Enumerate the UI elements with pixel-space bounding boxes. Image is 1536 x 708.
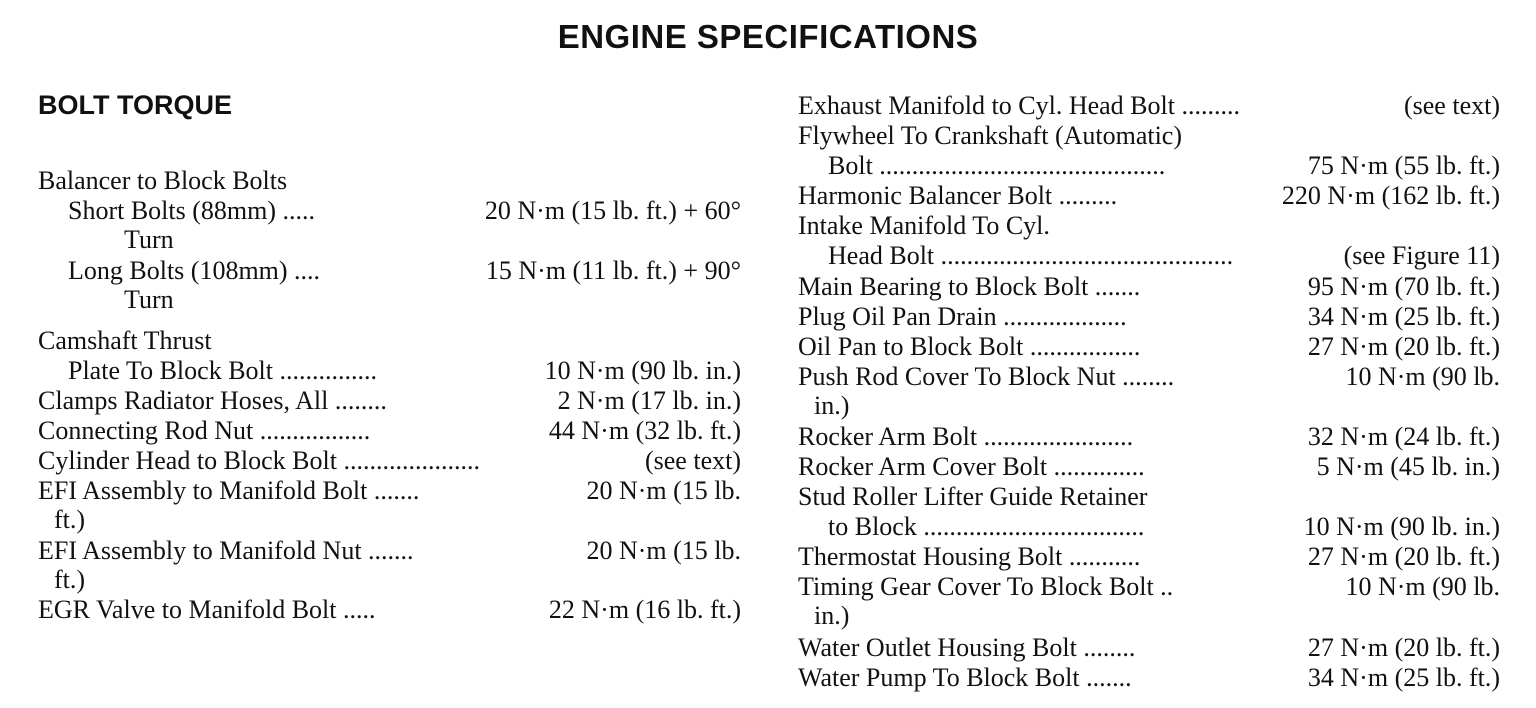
spec-value: 5 N·m (45 lb. in.) (1310, 452, 1500, 482)
spec-label: Camshaft Thrust (38, 326, 212, 355)
spec-label: Plug Oil Pan Drain ................... (798, 302, 1127, 331)
spec-row: Flywheel To Crankshaft (Automatic) (798, 121, 1500, 151)
spec-row: Connecting Rod Nut ................. 44 N… (38, 416, 741, 446)
spec-row: Thermostat Housing Bolt ........... 27 N·… (798, 542, 1500, 572)
spec-value: 10 N·m (90 lb. in.) (538, 356, 741, 386)
spec-label: Flywheel To Crankshaft (Automatic) (798, 121, 1183, 150)
spec-row: Camshaft Thrust (38, 326, 741, 356)
spec-row: Exhaust Manifold to Cyl. Head Bolt .....… (798, 91, 1500, 121)
spec-value: 27 N·m (20 lb. ft.) (1301, 633, 1500, 663)
page-title: ENGINE SPECIFICATIONS (557, 18, 979, 55)
spec-row: Plug Oil Pan Drain ................... 34… (798, 302, 1500, 332)
spec-label: ft.) (54, 565, 86, 594)
spec-label: Water Outlet Housing Bolt ........ (798, 633, 1136, 662)
spec-value: 34 N·m (25 lb. ft.) (1301, 663, 1500, 693)
spec-row: Bolt ...................................… (828, 151, 1500, 181)
spec-label: Connecting Rod Nut ................. (38, 416, 371, 445)
spec-label: Main Bearing to Block Bolt ....... (798, 272, 1141, 301)
spec-label: EFI Assembly to Manifold Nut ....... (38, 536, 414, 565)
spec-label: Water Pump To Block Bolt ....... (798, 663, 1132, 692)
spec-row: Short Bolts (88mm) ..... 20 N·m (15 lb. f… (68, 196, 741, 226)
spec-value: (see Figure 11) (1337, 241, 1500, 271)
spec-label: Turn (124, 225, 174, 254)
spec-value: 10 N·m (90 lb. (1339, 572, 1500, 602)
spec-value: 95 N·m (70 lb. ft.) (1301, 272, 1500, 302)
spec-label: EFI Assembly to Manifold Bolt ....... (38, 476, 420, 505)
spec-row: to Block ...............................… (828, 512, 1500, 542)
spec-label: Thermostat Housing Bolt ........... (798, 542, 1141, 571)
spec-row: Main Bearing to Block Bolt ....... 95 N·m… (798, 272, 1500, 302)
spec-value: 22 N·m (16 lb. ft.) (542, 595, 741, 625)
spec-value: (see text) (1397, 91, 1500, 121)
spec-row: in.) (814, 601, 1500, 631)
spec-value: 27 N·m (20 lb. ft.) (1301, 542, 1500, 572)
spec-row: EFI Assembly to Manifold Nut ....... 20 N… (38, 536, 741, 566)
spec-row: ft.) (54, 565, 741, 595)
spec-label: Oil Pan to Block Bolt ................. (798, 332, 1141, 361)
spec-row: Long Bolts (108mm) .... 15 N·m (11 lb. ft… (68, 256, 741, 286)
spec-label: in.) (814, 601, 850, 630)
spec-value: 20 N·m (15 lb. (580, 536, 741, 566)
spec-row: in.) (814, 391, 1500, 421)
spec-label: Rocker Arm Cover Bolt .............. (798, 452, 1145, 481)
spec-label: Plate To Block Bolt ............... (68, 356, 377, 385)
spec-row: Turn (124, 225, 741, 255)
spec-label: Timing Gear Cover To Block Bolt .. (798, 572, 1174, 601)
spec-value: 27 N·m (20 lb. ft.) (1301, 332, 1500, 362)
spec-value: 75 N·m (55 lb. ft.) (1301, 151, 1500, 181)
spec-value: 44 N·m (32 lb. ft.) (542, 416, 741, 446)
spec-label: Balancer to Block Bolts (38, 166, 288, 195)
spec-label: Stud Roller Lifter Guide Retainer (798, 482, 1148, 511)
spec-row: Oil Pan to Block Bolt ................. 2… (798, 332, 1500, 362)
spec-row: Turn (124, 285, 741, 315)
spec-row: Cylinder Head to Block Bolt ............… (38, 446, 741, 476)
spec-label: Push Rod Cover To Block Nut ........ (798, 362, 1175, 391)
spec-row: Harmonic Balancer Bolt ......... 220 N·m … (798, 181, 1500, 211)
spec-value: 2 N·m (17 lb. in.) (551, 386, 741, 416)
spec-row: Clamps Radiator Hoses, All ........ 2 N·m… (38, 386, 741, 416)
section-heading: BOLT TORQUE (38, 90, 232, 120)
spec-row: Rocker Arm Cover Bolt .............. 5 N·… (798, 452, 1500, 482)
spec-row: EGR Valve to Manifold Bolt ..... 22 N·m (… (38, 595, 741, 625)
spec-row: Timing Gear Cover To Block Bolt .. 10 N·m… (798, 572, 1500, 602)
spec-label: Rocker Arm Bolt ....................... (798, 422, 1134, 451)
spec-row: Plate To Block Bolt ............... 10 N·… (68, 356, 741, 386)
spec-label: ft.) (54, 505, 86, 534)
spec-row: Intake Manifold To Cyl. (798, 211, 1500, 241)
spec-value: 32 N·m (24 lb. ft.) (1301, 422, 1500, 452)
spec-value: 34 N·m (25 lb. ft.) (1301, 302, 1500, 332)
spec-row: Push Rod Cover To Block Nut ........ 10 N… (798, 362, 1500, 392)
spec-label: to Block ...............................… (828, 512, 1145, 541)
spec-value: 20 N·m (15 lb. ft.) + 60° (478, 196, 741, 226)
spec-row: ft.) (54, 505, 741, 535)
spec-row: Water Outlet Housing Bolt ........ 27 N·m… (798, 633, 1500, 663)
spec-label: Intake Manifold To Cyl. (798, 211, 1050, 240)
spec-value: (see text) (638, 446, 741, 476)
spec-row: Head Bolt ..............................… (828, 241, 1500, 271)
spec-value: 220 N·m (162 lb. ft.) (1275, 181, 1500, 211)
spec-row: Rocker Arm Bolt ....................... 3… (798, 422, 1500, 452)
spec-row: Balancer to Block Bolts (38, 166, 741, 196)
spec-value: 15 N·m (11 lb. ft.) + 90° (479, 256, 741, 286)
spec-value: 20 N·m (15 lb. (580, 476, 741, 506)
spec-label: Exhaust Manifold to Cyl. Head Bolt .....… (798, 91, 1240, 120)
spec-label: Short Bolts (88mm) ..... (68, 196, 316, 225)
spec-label: Cylinder Head to Block Bolt ............… (38, 446, 480, 475)
spec-label: in.) (814, 391, 850, 420)
spec-label: Turn (124, 285, 174, 314)
spec-label: Head Bolt ..............................… (828, 241, 1234, 270)
spec-row: EFI Assembly to Manifold Bolt ....... 20 … (38, 476, 741, 506)
spec-label: Clamps Radiator Hoses, All ........ (38, 386, 387, 415)
spec-label: EGR Valve to Manifold Bolt ..... (38, 595, 376, 624)
spec-row: Water Pump To Block Bolt ....... 34 N·m (… (798, 663, 1500, 693)
spec-label: Bolt ...................................… (828, 151, 1166, 180)
spec-value: 10 N·m (90 lb. in.) (1297, 512, 1500, 542)
spec-label: Long Bolts (108mm) .... (68, 256, 321, 285)
spec-label: Harmonic Balancer Bolt ......... (798, 181, 1118, 210)
spec-row: Stud Roller Lifter Guide Retainer (798, 482, 1500, 512)
spec-value: 10 N·m (90 lb. (1339, 362, 1500, 392)
